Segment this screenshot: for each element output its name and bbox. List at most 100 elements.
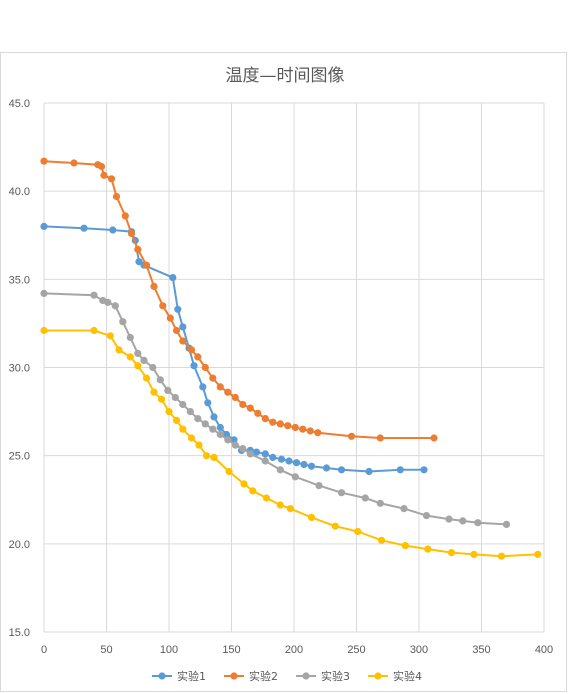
data-point	[261, 450, 269, 458]
data-point	[104, 298, 112, 306]
data-point	[497, 552, 506, 560]
data-point	[195, 441, 203, 449]
data-point	[224, 388, 232, 396]
data-point	[199, 383, 207, 391]
data-point	[135, 258, 143, 266]
data-point	[401, 542, 409, 550]
data-point	[100, 171, 108, 179]
data-point	[422, 511, 431, 520]
data-point	[169, 274, 177, 282]
data-point	[231, 393, 239, 402]
data-point	[291, 473, 299, 481]
legend-label: 实验1	[177, 669, 206, 683]
data-point	[314, 429, 322, 437]
data-point	[239, 400, 247, 409]
data-point	[172, 326, 181, 335]
data-point	[284, 422, 292, 430]
data-point	[194, 415, 202, 423]
data-point	[90, 326, 98, 335]
data-point	[80, 224, 88, 232]
data-point	[70, 159, 78, 167]
data-point	[112, 192, 121, 201]
data-point	[174, 305, 182, 313]
data-point	[299, 425, 307, 433]
data-point	[285, 457, 293, 465]
data-point	[396, 466, 404, 474]
data-point	[97, 162, 106, 171]
data-point	[111, 302, 119, 310]
data-point	[119, 318, 127, 326]
data-point	[269, 418, 277, 426]
legend-swatch-marker	[302, 672, 310, 680]
data-point	[171, 393, 179, 402]
data-point	[307, 513, 316, 522]
legend-swatch-marker	[374, 672, 382, 680]
data-point	[216, 430, 224, 439]
data-point	[90, 291, 98, 299]
data-point	[40, 289, 48, 297]
data-point	[204, 399, 212, 407]
data-point	[261, 415, 269, 423]
data-point	[347, 432, 356, 440]
data-point	[134, 362, 142, 370]
data-point	[276, 501, 284, 509]
data-point	[315, 482, 323, 490]
data-point	[534, 550, 542, 559]
data-point	[269, 453, 277, 461]
data-point	[186, 408, 194, 416]
data-point	[210, 453, 218, 461]
y-tick-label: 40.0	[9, 186, 30, 198]
gridlines	[43, 102, 545, 633]
data-point	[149, 363, 157, 372]
data-point	[231, 441, 239, 449]
data-point	[246, 450, 254, 458]
series-2	[40, 157, 438, 442]
x-tick-label: 350	[472, 644, 490, 656]
legend: 实验1 实验2 实验3 实验4	[152, 669, 422, 683]
legend-label: 实验2	[249, 669, 278, 683]
x-tick-label: 250	[347, 644, 365, 656]
y-tick-label: 30.0	[9, 363, 30, 375]
data-point	[225, 467, 233, 476]
data-point	[172, 416, 181, 424]
x-tick-label: 150	[222, 644, 240, 656]
series-line	[43, 225, 424, 473]
series-3	[40, 289, 511, 529]
data-point	[300, 460, 308, 469]
data-point	[106, 332, 114, 340]
data-point	[40, 157, 48, 165]
data-point	[249, 487, 257, 495]
series-lines	[40, 157, 542, 560]
data-point	[337, 489, 346, 497]
data-point	[190, 362, 198, 370]
data-point	[157, 395, 166, 403]
data-point	[261, 457, 269, 465]
data-point	[262, 494, 271, 502]
data-point	[240, 480, 248, 488]
data-point	[159, 302, 167, 310]
data-point	[331, 522, 339, 530]
data-point	[115, 346, 123, 354]
data-point	[445, 515, 453, 523]
data-point	[400, 505, 408, 513]
data-point	[107, 175, 116, 183]
data-point	[109, 226, 117, 234]
y-tick-label: 45.0	[9, 98, 30, 110]
data-point	[187, 434, 196, 442]
series-4	[40, 326, 542, 560]
legend-item: 实验1	[152, 669, 206, 683]
series-line	[43, 292, 507, 526]
legend-label: 实验4	[393, 669, 422, 683]
data-point	[179, 400, 187, 409]
data-point	[365, 467, 373, 476]
data-point	[126, 353, 134, 361]
data-point	[134, 245, 142, 253]
data-point	[447, 549, 456, 557]
data-point	[286, 505, 294, 513]
data-point	[474, 519, 482, 527]
data-point	[277, 455, 286, 463]
x-tick-label: 0	[41, 644, 47, 656]
data-point	[337, 466, 346, 474]
data-point	[40, 326, 48, 335]
